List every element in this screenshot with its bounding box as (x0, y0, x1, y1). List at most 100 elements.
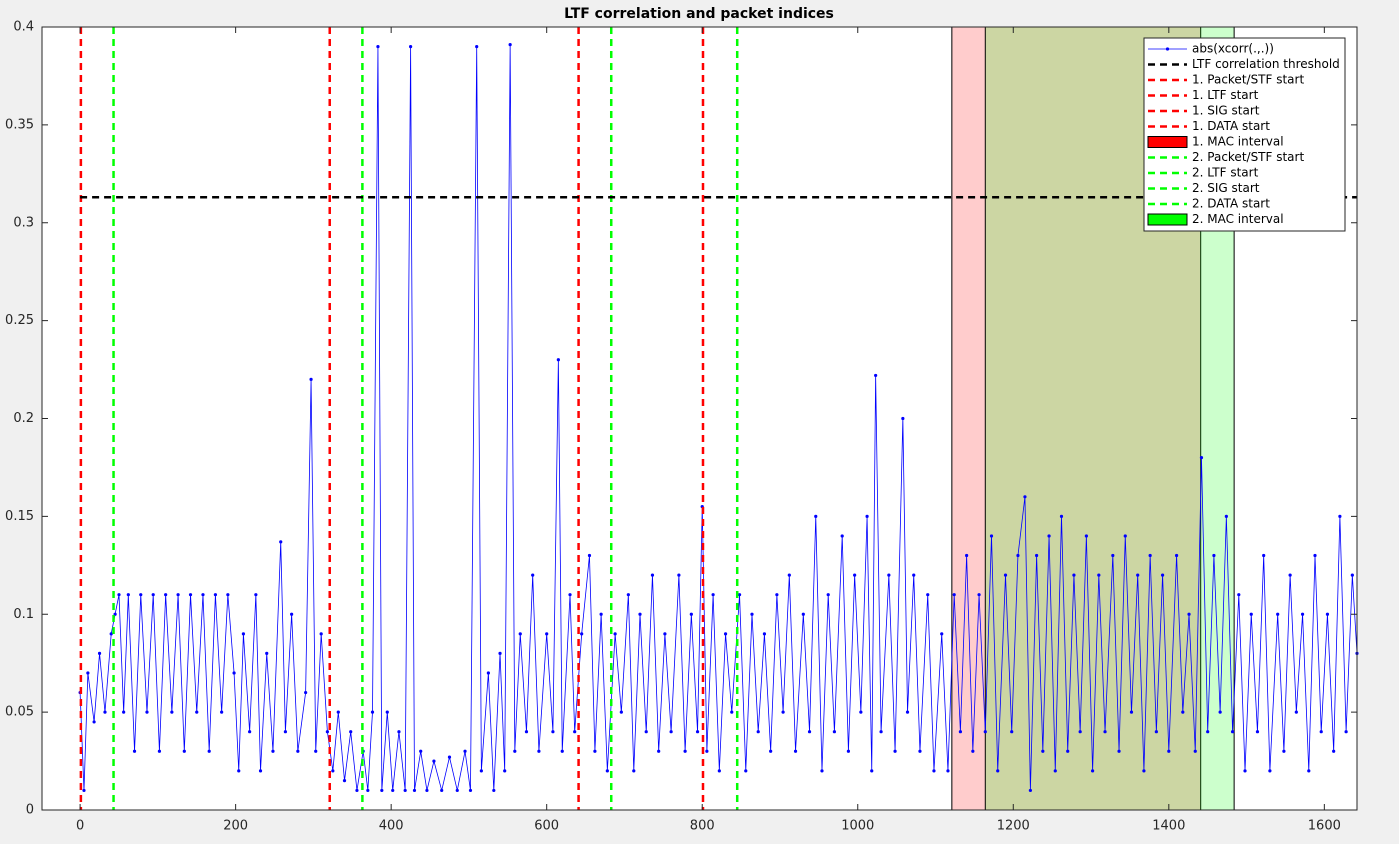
point (1136, 573, 1140, 577)
point (397, 730, 401, 734)
point (1047, 534, 1051, 538)
point (840, 534, 844, 538)
point (164, 593, 168, 597)
point (1010, 730, 1014, 734)
point (1097, 573, 1101, 577)
point (996, 769, 1000, 773)
point (1187, 612, 1191, 616)
point (787, 573, 791, 577)
point (537, 749, 541, 753)
point (524, 730, 529, 734)
point (1035, 553, 1039, 558)
point (832, 730, 837, 734)
legend-label: 1. LTF start (1192, 88, 1259, 102)
point (486, 671, 490, 675)
point (560, 749, 564, 753)
point (207, 749, 211, 753)
point (349, 730, 353, 734)
point (983, 730, 987, 734)
x-tick-label: 200 (223, 819, 248, 834)
x-tick-label: 400 (379, 819, 404, 834)
point (932, 769, 936, 773)
point (265, 651, 269, 656)
point (940, 632, 944, 636)
point (1243, 769, 1247, 773)
x-tick-label: 600 (534, 819, 559, 834)
point (905, 710, 910, 714)
point (1160, 573, 1165, 577)
point (1319, 730, 1323, 734)
point (1199, 456, 1204, 460)
point (1078, 730, 1082, 734)
point (432, 759, 436, 763)
legend-label: 1. SIG start (1192, 104, 1260, 118)
point (781, 710, 785, 714)
point (314, 749, 318, 753)
point (1193, 749, 1197, 753)
point (1230, 730, 1235, 734)
point (176, 593, 180, 597)
point (820, 769, 824, 773)
series-line (79, 44, 1358, 791)
point (793, 749, 798, 753)
point (425, 788, 429, 793)
point (1084, 534, 1088, 538)
point (447, 755, 452, 759)
point (479, 769, 483, 773)
point (912, 573, 916, 577)
point (619, 710, 623, 714)
axes-bg (42, 27, 1357, 810)
point (1276, 612, 1280, 616)
x-tick-label: 0 (76, 819, 84, 834)
point (1255, 730, 1260, 734)
point (283, 730, 288, 734)
point (139, 593, 143, 597)
point (370, 710, 375, 714)
point (366, 788, 370, 793)
point (1053, 769, 1057, 773)
point (1129, 710, 1134, 714)
point (1338, 514, 1342, 518)
point (657, 749, 661, 753)
point (775, 593, 779, 597)
point (1288, 573, 1292, 577)
point (865, 514, 869, 518)
point (1313, 553, 1317, 558)
legend-label: LTF correlation threshold (1192, 57, 1340, 71)
point (385, 710, 389, 714)
point (145, 710, 149, 714)
legend-label: 2. DATA start (1192, 197, 1270, 211)
point (551, 730, 555, 734)
point (1142, 769, 1146, 773)
point (730, 710, 734, 714)
point (853, 573, 857, 577)
point (689, 612, 693, 616)
point (468, 788, 473, 793)
point (918, 749, 922, 753)
point (545, 632, 549, 636)
y-tick-label: 0.25 (5, 313, 34, 328)
point (762, 632, 767, 636)
point (271, 749, 275, 753)
point (157, 749, 162, 753)
point (213, 593, 218, 597)
point (644, 730, 648, 734)
point (1212, 553, 1216, 558)
legend-label: 2. SIG start (1192, 181, 1260, 195)
point (977, 593, 981, 597)
point (1066, 749, 1070, 753)
point (1148, 553, 1152, 558)
point (711, 593, 715, 597)
legend-label: abs(xcorr(.,.)) (1192, 42, 1274, 56)
y-tick-label: 0.2 (13, 411, 34, 426)
point (258, 769, 263, 773)
point (86, 671, 90, 675)
point (826, 593, 830, 597)
point (463, 749, 467, 753)
point (556, 358, 560, 362)
point (1016, 553, 1020, 558)
point (737, 593, 742, 597)
point (92, 720, 96, 724)
point (403, 788, 407, 793)
y-tick-label: 0.1 (13, 607, 34, 622)
